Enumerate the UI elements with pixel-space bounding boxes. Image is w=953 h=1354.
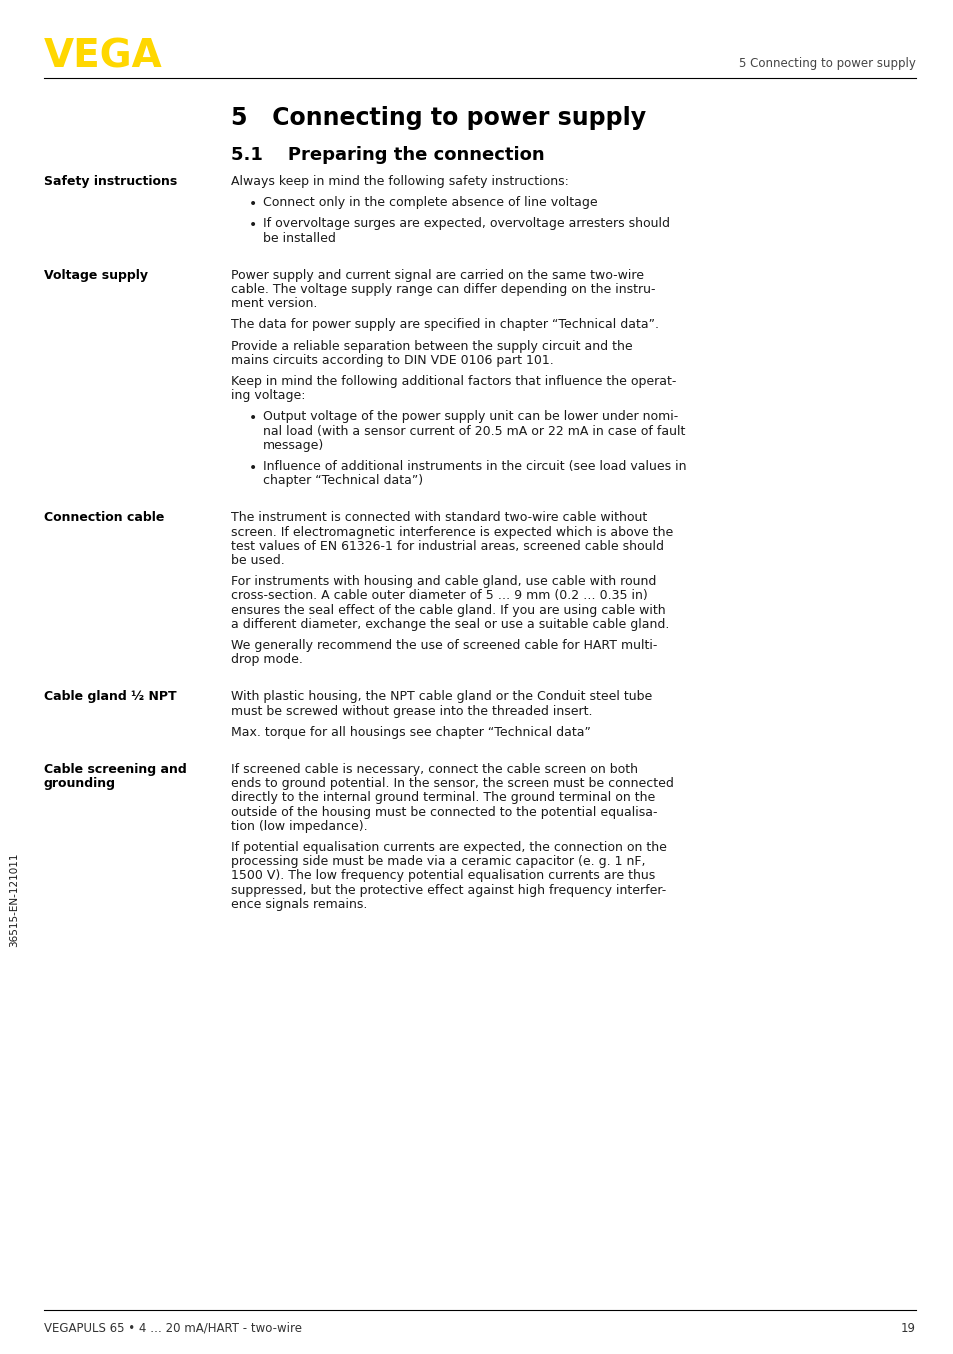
Text: processing side must be made via a ceramic capacitor (e. g. 1 nF,: processing side must be made via a ceram… — [231, 856, 645, 868]
Text: VEGA: VEGA — [44, 37, 163, 74]
Text: cable. The voltage supply range can differ depending on the instru-: cable. The voltage supply range can diff… — [231, 283, 655, 297]
Text: •: • — [249, 412, 257, 425]
Text: Max. torque for all housings see chapter “Technical data”: Max. torque for all housings see chapter… — [231, 726, 590, 739]
Text: outside of the housing must be connected to the potential equalisa-: outside of the housing must be connected… — [231, 806, 657, 819]
Text: Influence of additional instruments in the circuit (see load values in: Influence of additional instruments in t… — [263, 460, 686, 473]
Text: be installed: be installed — [263, 232, 335, 245]
Text: message): message) — [263, 439, 324, 452]
Text: Connection cable: Connection cable — [44, 512, 164, 524]
Text: For instruments with housing and cable gland, use cable with round: For instruments with housing and cable g… — [231, 575, 656, 588]
Text: Always keep in mind the following safety instructions:: Always keep in mind the following safety… — [231, 175, 568, 188]
Text: Voltage supply: Voltage supply — [44, 269, 148, 282]
Text: tion (low impedance).: tion (low impedance). — [231, 819, 367, 833]
Text: Output voltage of the power supply unit can be lower under nomi-: Output voltage of the power supply unit … — [263, 410, 678, 424]
Text: If overvoltage surges are expected, overvoltage arresters should: If overvoltage surges are expected, over… — [263, 218, 669, 230]
Text: mains circuits according to DIN VDE 0106 part 101.: mains circuits according to DIN VDE 0106… — [231, 353, 553, 367]
Text: 36515-EN-121011: 36515-EN-121011 — [9, 853, 19, 948]
Text: suppressed, but the protective effect against high frequency interfer-: suppressed, but the protective effect ag… — [231, 884, 665, 896]
Text: Provide a reliable separation between the supply circuit and the: Provide a reliable separation between th… — [231, 340, 632, 352]
Text: If potential equalisation currents are expected, the connection on the: If potential equalisation currents are e… — [231, 841, 666, 854]
Text: •: • — [249, 460, 257, 475]
Text: ence signals remains.: ence signals remains. — [231, 898, 367, 911]
Text: drop mode.: drop mode. — [231, 653, 302, 666]
Text: ment version.: ment version. — [231, 297, 317, 310]
Text: If screened cable is necessary, connect the cable screen on both: If screened cable is necessary, connect … — [231, 764, 638, 776]
Text: nal load (with a sensor current of 20.5 mA or 22 mA in case of fault: nal load (with a sensor current of 20.5 … — [263, 425, 684, 437]
Text: grounding: grounding — [44, 777, 116, 791]
Text: chapter “Technical data”): chapter “Technical data”) — [263, 474, 423, 487]
Text: Safety instructions: Safety instructions — [44, 175, 177, 188]
Text: test values of EN 61326-1 for industrial areas, screened cable should: test values of EN 61326-1 for industrial… — [231, 540, 663, 552]
Text: ing voltage:: ing voltage: — [231, 389, 305, 402]
Text: cross-section. A cable outer diameter of 5 … 9 mm (0.2 … 0.35 in): cross-section. A cable outer diameter of… — [231, 589, 647, 603]
Text: be used.: be used. — [231, 554, 284, 567]
Text: 1500 V). The low frequency potential equalisation currents are thus: 1500 V). The low frequency potential equ… — [231, 869, 655, 883]
Text: The instrument is connected with standard two-wire cable without: The instrument is connected with standar… — [231, 512, 646, 524]
Text: directly to the internal ground terminal. The ground terminal on the: directly to the internal ground terminal… — [231, 791, 655, 804]
Text: 5.1    Preparing the connection: 5.1 Preparing the connection — [231, 146, 544, 164]
Text: Power supply and current signal are carried on the same two-wire: Power supply and current signal are carr… — [231, 269, 643, 282]
Text: screen. If electromagnetic interference is expected which is above the: screen. If electromagnetic interference … — [231, 525, 673, 539]
Text: ensures the seal effect of the cable gland. If you are using cable with: ensures the seal effect of the cable gla… — [231, 604, 665, 616]
Text: We generally recommend the use of screened cable for HART multi-: We generally recommend the use of screen… — [231, 639, 657, 653]
Text: The data for power supply are specified in chapter “Technical data”.: The data for power supply are specified … — [231, 318, 659, 332]
Text: Connect only in the complete absence of line voltage: Connect only in the complete absence of … — [263, 196, 597, 210]
Text: must be screwed without grease into the threaded insert.: must be screwed without grease into the … — [231, 704, 592, 718]
Text: •: • — [249, 218, 257, 233]
Text: VEGAPULS 65 • 4 … 20 mA/HART - two-wire: VEGAPULS 65 • 4 … 20 mA/HART - two-wire — [44, 1322, 302, 1335]
Text: •: • — [249, 198, 257, 211]
Text: a different diameter, exchange the seal or use a suitable cable gland.: a different diameter, exchange the seal … — [231, 617, 669, 631]
Text: ends to ground potential. In the sensor, the screen must be connected: ends to ground potential. In the sensor,… — [231, 777, 673, 791]
Text: Cable gland ½ NPT: Cable gland ½ NPT — [44, 691, 176, 703]
Text: Cable screening and: Cable screening and — [44, 764, 187, 776]
Text: 5 Connecting to power supply: 5 Connecting to power supply — [739, 57, 915, 70]
Text: With plastic housing, the NPT cable gland or the Conduit steel tube: With plastic housing, the NPT cable glan… — [231, 691, 652, 703]
Text: 19: 19 — [900, 1322, 915, 1335]
Text: Keep in mind the following additional factors that influence the operat-: Keep in mind the following additional fa… — [231, 375, 676, 389]
Text: 5   Connecting to power supply: 5 Connecting to power supply — [231, 106, 645, 130]
